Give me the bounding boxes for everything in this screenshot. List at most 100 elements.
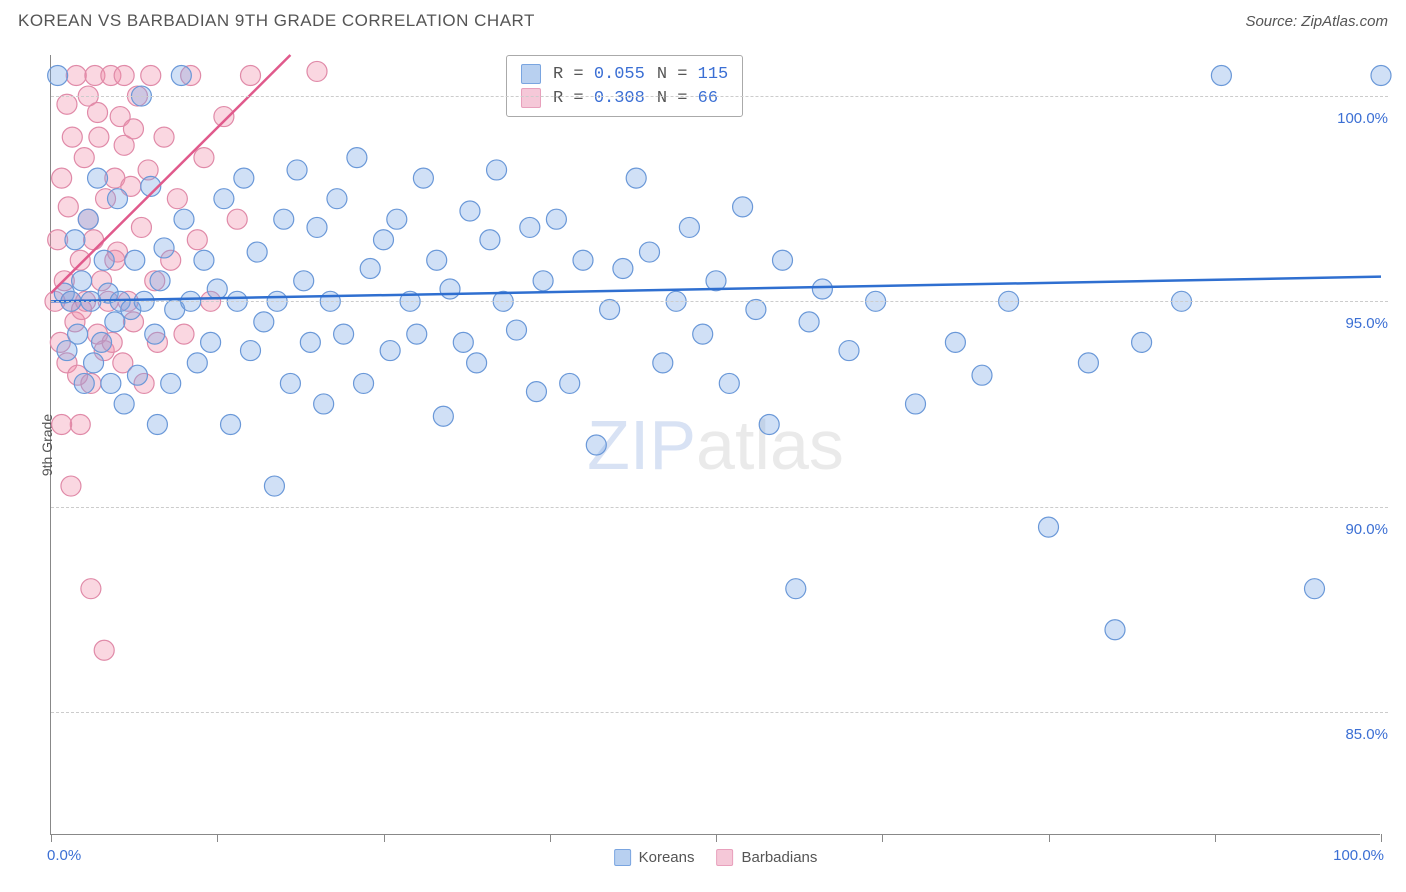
data-point — [58, 197, 78, 217]
swatch-blue-icon — [521, 64, 541, 84]
x-tick — [1381, 834, 1382, 842]
data-point — [214, 189, 234, 209]
data-point — [640, 242, 660, 262]
data-point — [201, 332, 221, 352]
data-point — [626, 168, 646, 188]
data-point — [1211, 66, 1231, 86]
data-point — [108, 189, 128, 209]
data-point — [280, 373, 300, 393]
x-tick — [1049, 834, 1050, 842]
y-tick-label: 85.0% — [1339, 726, 1388, 743]
data-point — [65, 230, 85, 250]
x-tick — [217, 834, 218, 842]
data-point — [274, 209, 294, 229]
data-point — [52, 414, 72, 434]
chart-title: KOREAN VS BARBADIAN 9TH GRADE CORRELATIO… — [18, 11, 535, 31]
data-point — [586, 435, 606, 455]
data-point — [88, 168, 108, 188]
legend-stats: R = 0.055 N = 115 R = 0.308 N = 66 — [506, 55, 743, 117]
data-point — [600, 300, 620, 320]
data-point — [453, 332, 473, 352]
data-point — [812, 279, 832, 299]
data-point — [161, 373, 181, 393]
chart-header: KOREAN VS BARBADIAN 9TH GRADE CORRELATIO… — [0, 0, 1406, 42]
x-tick — [550, 834, 551, 842]
x-tick-label: 0.0% — [47, 847, 81, 864]
data-point — [154, 127, 174, 147]
data-point — [533, 271, 553, 291]
data-point — [314, 394, 334, 414]
data-point — [174, 324, 194, 344]
data-point — [68, 324, 88, 344]
data-point — [520, 217, 540, 237]
gridline — [51, 301, 1388, 302]
data-point — [88, 102, 108, 122]
data-point — [94, 640, 114, 660]
data-point — [1305, 579, 1325, 599]
data-point — [374, 230, 394, 250]
series-label-koreans: Koreans — [639, 849, 695, 866]
data-point — [221, 414, 241, 434]
data-point — [307, 217, 327, 237]
data-point — [264, 476, 284, 496]
data-point — [84, 230, 104, 250]
data-point — [62, 127, 82, 147]
data-point — [327, 189, 347, 209]
data-point — [48, 66, 68, 86]
data-point — [287, 160, 307, 180]
data-point — [440, 279, 460, 299]
data-point — [380, 341, 400, 361]
data-point — [92, 332, 112, 352]
series-label-barbadians: Barbadians — [741, 849, 817, 866]
r-value-koreans: 0.055 — [594, 65, 645, 84]
data-point — [693, 324, 713, 344]
swatch-pink-icon — [521, 88, 541, 108]
data-point — [125, 250, 145, 270]
data-point — [334, 324, 354, 344]
data-point — [507, 320, 527, 340]
data-point — [526, 382, 546, 402]
data-point — [123, 119, 143, 139]
data-point — [573, 250, 593, 270]
data-point — [467, 353, 487, 373]
data-point — [72, 271, 92, 291]
data-point — [347, 148, 367, 168]
data-point — [171, 66, 191, 86]
x-tick-label: 100.0% — [1333, 847, 1384, 864]
data-point — [560, 373, 580, 393]
data-point — [214, 107, 234, 127]
data-point — [227, 209, 247, 229]
n-value-koreans: 115 — [698, 65, 729, 84]
data-point — [61, 476, 81, 496]
data-point — [413, 168, 433, 188]
data-point — [66, 66, 86, 86]
data-point — [786, 579, 806, 599]
legend-series: Koreans Barbadians — [614, 849, 818, 866]
data-point — [759, 414, 779, 434]
data-point — [487, 160, 507, 180]
data-point — [101, 373, 121, 393]
data-point — [187, 353, 207, 373]
data-point — [94, 250, 114, 270]
data-point — [147, 414, 167, 434]
data-point — [653, 353, 673, 373]
data-point — [78, 209, 98, 229]
legend-row-koreans: R = 0.055 N = 115 — [521, 62, 728, 86]
data-point — [89, 127, 109, 147]
data-point — [150, 271, 170, 291]
x-tick — [882, 834, 883, 842]
data-point — [300, 332, 320, 352]
legend-row-barbadians: R = 0.308 N = 66 — [521, 86, 728, 110]
data-point — [154, 238, 174, 258]
data-point — [74, 148, 94, 168]
x-tick — [384, 834, 385, 842]
data-point — [546, 209, 566, 229]
data-point — [733, 197, 753, 217]
data-point — [773, 250, 793, 270]
data-point — [1039, 517, 1059, 537]
swatch-pink-icon — [716, 849, 733, 866]
y-tick-label: 100.0% — [1331, 110, 1388, 127]
data-point — [1371, 66, 1391, 86]
data-point — [84, 353, 104, 373]
plot-area: 9th Grade ZIPatlas R = 0.055 N = 115 R =… — [50, 55, 1380, 835]
